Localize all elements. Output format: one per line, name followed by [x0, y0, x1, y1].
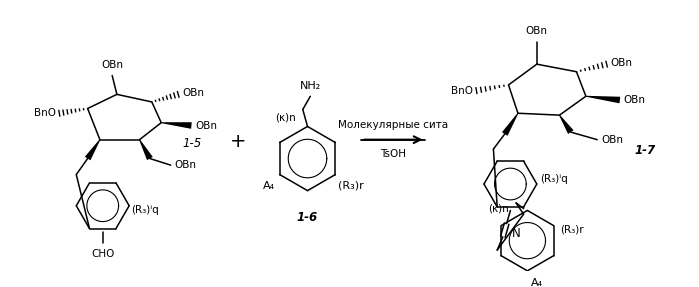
Text: OBn: OBn [101, 60, 123, 70]
Polygon shape [85, 139, 100, 160]
Text: OBn: OBn [526, 26, 548, 36]
Text: OBn: OBn [182, 88, 204, 98]
Text: +: + [231, 132, 247, 151]
Text: (κ)n: (κ)n [488, 203, 508, 214]
Text: NH₂: NH₂ [300, 81, 321, 91]
Polygon shape [586, 96, 620, 103]
Text: 1-5: 1-5 [182, 137, 201, 150]
Text: (κ)n: (κ)n [275, 112, 296, 122]
Text: N: N [512, 227, 521, 240]
Text: OBn: OBn [195, 121, 217, 131]
Text: 1-7: 1-7 [635, 144, 656, 158]
Text: (R₃)r: (R₃)r [561, 224, 584, 234]
Text: BnO: BnO [451, 86, 473, 96]
Text: (R₃)r: (R₃)r [338, 181, 364, 191]
Polygon shape [559, 115, 574, 134]
Text: (R₃)ⁱq: (R₃)ⁱq [540, 174, 568, 184]
Polygon shape [161, 122, 192, 129]
Text: BnO: BnO [34, 108, 55, 118]
Text: (R₃)ⁱq: (R₃)ⁱq [131, 205, 159, 216]
Text: CHO: CHO [91, 249, 115, 259]
Text: OBn: OBn [175, 160, 196, 170]
Text: Молекулярные сита: Молекулярные сита [338, 120, 449, 130]
Text: A₄: A₄ [263, 181, 275, 191]
Text: OBn: OBn [610, 58, 633, 68]
Text: A₄: A₄ [531, 278, 543, 287]
Text: 1-6: 1-6 [297, 212, 318, 224]
Text: OBn: OBn [624, 95, 646, 105]
Polygon shape [502, 113, 519, 136]
Text: TsOH: TsOH [380, 149, 406, 159]
Text: OBn: OBn [601, 135, 623, 145]
Polygon shape [139, 139, 153, 160]
